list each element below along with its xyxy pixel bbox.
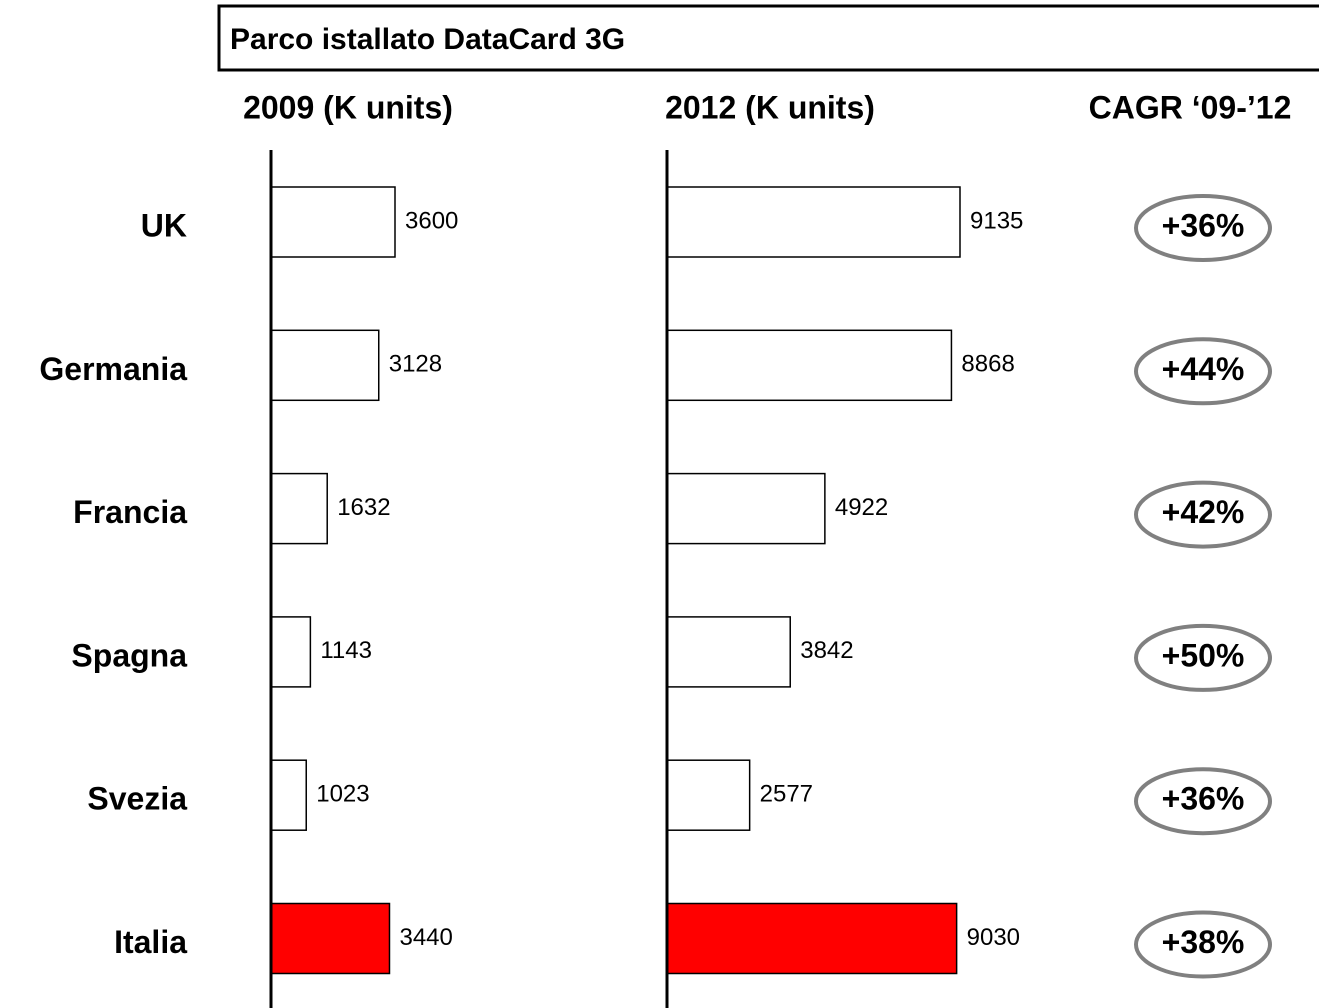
- cagr-ellipse: [1134, 767, 1272, 836]
- cagr-label: +50%: [1162, 637, 1245, 673]
- value-label: 3440: [399, 924, 452, 951]
- title-box: [217, 4, 1319, 72]
- value-label: 3128: [389, 351, 442, 378]
- panel-title: 2012 (K units): [665, 89, 875, 125]
- bar: [666, 616, 791, 688]
- cagr-label: +38%: [1162, 924, 1245, 960]
- chart-title: Parco istallato DataCard 3G: [230, 23, 625, 56]
- bar: [666, 759, 751, 831]
- value-label: 1632: [337, 494, 390, 521]
- category-label: Svezia: [87, 781, 187, 817]
- bar: [270, 759, 307, 831]
- cagr-label: +36%: [1162, 781, 1245, 817]
- value-label: 3600: [405, 207, 458, 234]
- value-label: 8868: [961, 351, 1014, 378]
- bar: [270, 186, 396, 258]
- category-label: UK: [141, 207, 187, 243]
- category-label: Italia: [114, 924, 187, 960]
- panel-title: 2009 (K units): [243, 89, 453, 125]
- category-label: Francia: [73, 494, 187, 530]
- category-label: Spagna: [71, 637, 187, 673]
- cagr-ellipse: [1134, 194, 1272, 262]
- value-label: 2577: [760, 781, 813, 808]
- cagr-ellipse: [1134, 337, 1272, 406]
- cagr-ellipse: [1134, 480, 1272, 549]
- cagr-ellipse: [1134, 910, 1272, 979]
- value-label: 1143: [320, 637, 372, 664]
- bar: [270, 616, 312, 688]
- cagr-label: +36%: [1162, 207, 1245, 243]
- category-label: Germania: [39, 351, 187, 387]
- bar: [270, 472, 328, 545]
- bar: [666, 472, 826, 545]
- value-label: 9135: [970, 207, 1023, 234]
- value-label: 3842: [800, 637, 853, 664]
- bar: [270, 902, 391, 975]
- bar: [270, 329, 380, 402]
- value-label: 4922: [835, 494, 888, 521]
- bar: [666, 902, 958, 975]
- cagr-label: +42%: [1162, 494, 1245, 530]
- bar: [666, 329, 953, 402]
- cagr-label: +44%: [1162, 351, 1245, 387]
- bar: [666, 186, 961, 258]
- cagr-ellipse: [1134, 623, 1272, 692]
- value-label: 1023: [316, 781, 369, 808]
- value-label: 9030: [967, 924, 1020, 951]
- cagr-title: CAGR ‘09-’12: [1089, 89, 1292, 125]
